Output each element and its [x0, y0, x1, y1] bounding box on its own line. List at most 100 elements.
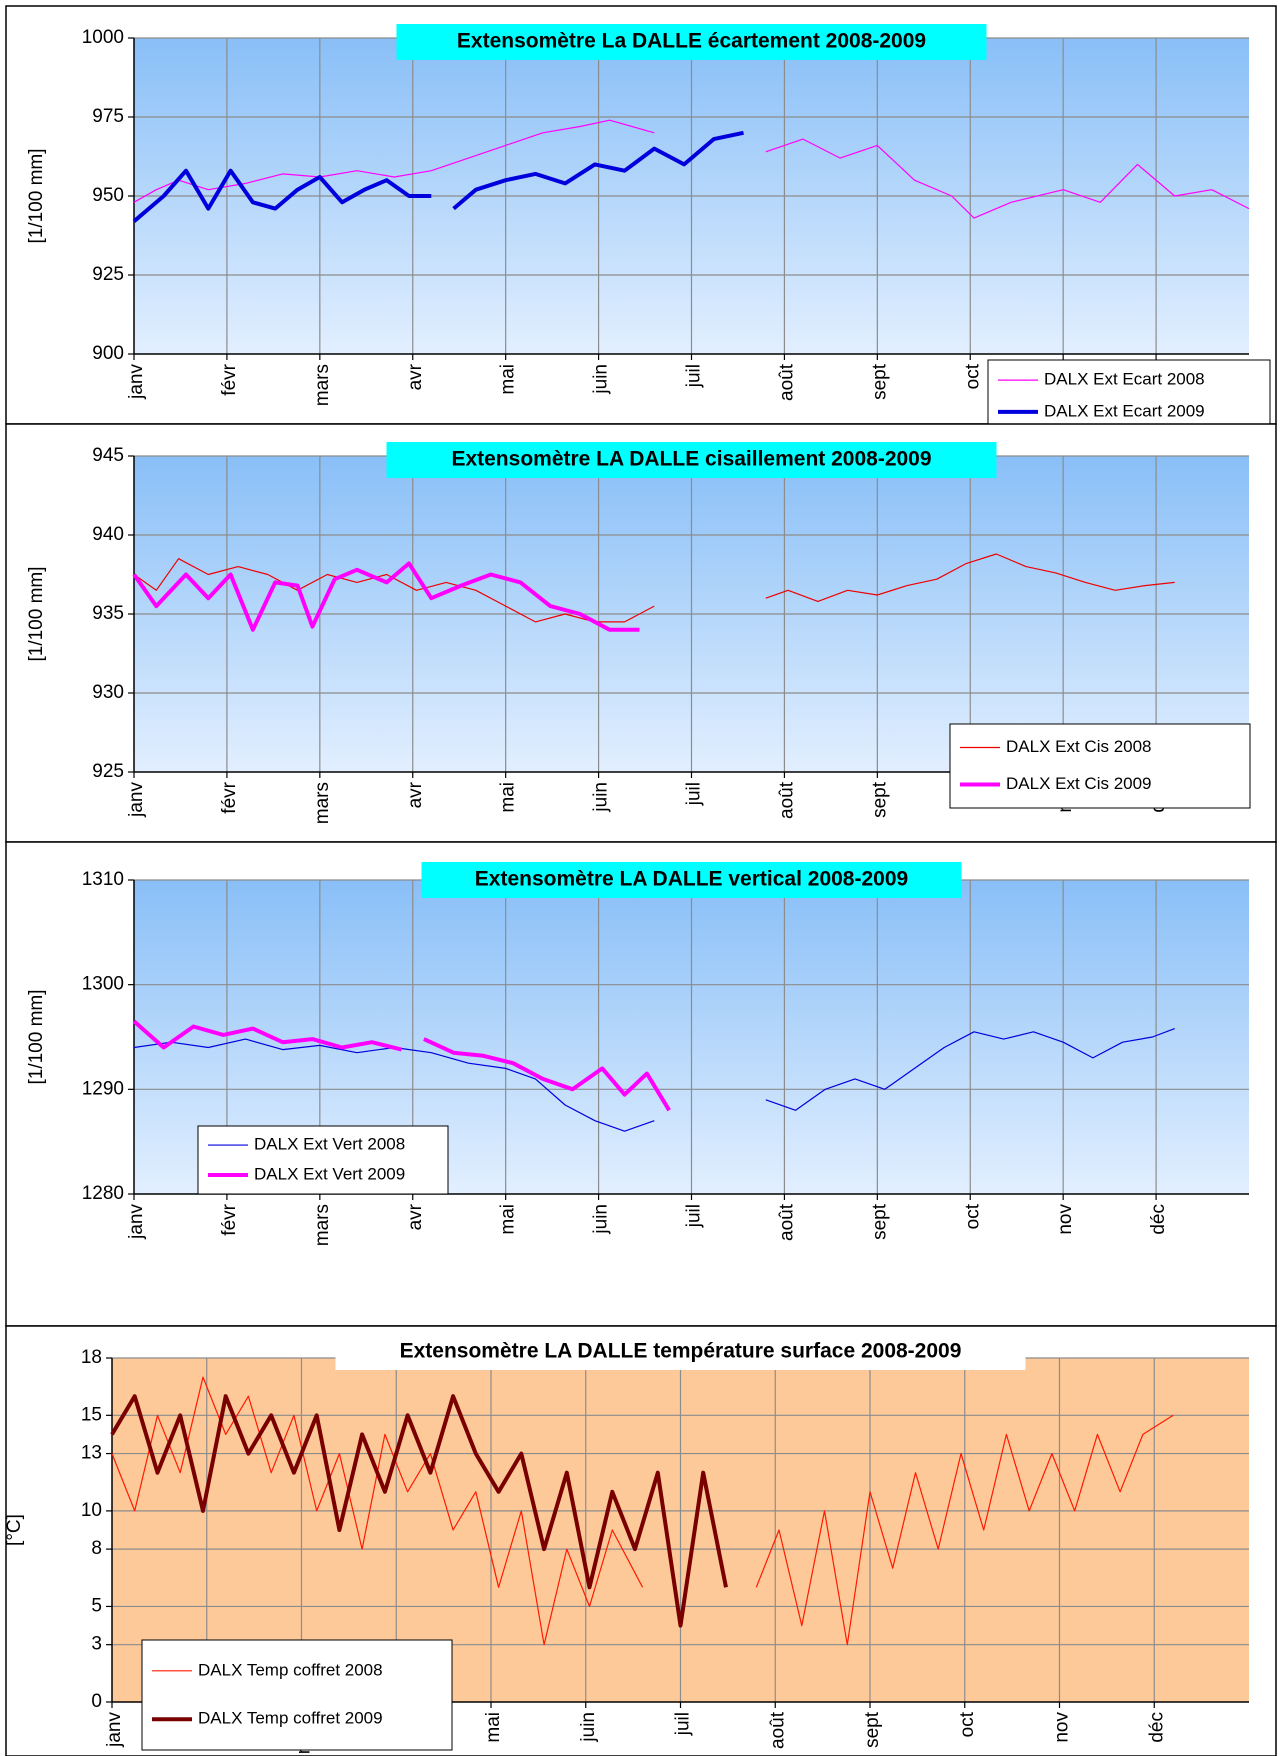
x-tick-label: mars: [312, 782, 333, 824]
chart-panel-2: 925 930 935 940 945 janv févr mars avr mai juin jui…: [5, 423, 1277, 843]
legend-entry: DALX Ext Vert 2008: [254, 1135, 405, 1154]
series-line-2: [110, 1394, 728, 1628]
x-tick-label: mai: [498, 1204, 519, 1235]
chart-title-bg: [396, 24, 987, 60]
series-line-1: [111, 1376, 644, 1646]
x-tick-label: janv: [126, 1204, 147, 1240]
y-tick-label: 1310: [82, 869, 124, 890]
legend: [949, 723, 1251, 809]
x-tick-label: oct: [962, 1203, 983, 1229]
x-tick-label: mai: [498, 364, 519, 395]
x-tick-label: nov: [1055, 1204, 1076, 1235]
series-line-1: [765, 138, 1250, 219]
legend-entry: DALX Ext Cis 2008: [1006, 737, 1152, 756]
chart-panel-3: 1280 1290 1300 1310 janv févr mars avr mai juin ju…: [5, 841, 1277, 1327]
x-tick-label: mars: [312, 364, 333, 406]
series-line-2: [132, 1019, 403, 1052]
x-tick-label: sept: [869, 1203, 890, 1240]
x-tick-label: avr: [405, 1203, 426, 1230]
chart-panel-4: 035810131518janvfévrmarsavrmaijuinjuilao…: [4, 1325, 1277, 1756]
x-tick-label: janv: [126, 782, 147, 818]
y-tick-label: 1280: [82, 1183, 124, 1204]
series-line-2: [423, 1037, 671, 1112]
chart-title-bg: [386, 442, 997, 478]
x-tick-label: sept: [862, 1711, 883, 1748]
y-axis-title: [°C]: [4, 1514, 25, 1546]
y-tick-label: 945: [92, 445, 124, 466]
series-line-2: [452, 130, 744, 211]
series-line-2: [132, 561, 640, 632]
x-tick-label: mai: [483, 1712, 504, 1743]
x-tick-label: juil: [684, 782, 705, 806]
y-tick-label: 940: [92, 524, 124, 545]
x-tick-label: mars: [312, 1204, 333, 1246]
legend-entry: DALX Ext Cis 2009: [1006, 774, 1152, 793]
legend: [987, 359, 1271, 433]
legend-entry: DALX Ext Ecart 2009: [1044, 401, 1205, 420]
x-tick-label: oct: [957, 1711, 978, 1737]
x-tick-label: avr: [405, 781, 426, 808]
y-axis-title: [1/100 mm]: [26, 148, 47, 243]
x-tick-label: sept: [869, 781, 890, 818]
x-tick-label: mai: [498, 782, 519, 813]
x-tick-label: janv: [104, 1712, 125, 1748]
legend-entry: DALX Temp coffret 2009: [198, 1709, 383, 1728]
y-tick-label: 1300: [82, 974, 124, 995]
y-tick-label: 900: [92, 343, 124, 364]
x-tick-label: avr: [405, 363, 426, 390]
series-line-1: [133, 558, 655, 623]
y-tick-label: 925: [92, 761, 124, 782]
chart-title: Extensomètre LA DALLE température surfac…: [400, 1340, 962, 1363]
y-tick-label: 975: [92, 106, 124, 127]
x-tick-label: juil: [673, 1712, 694, 1736]
legend: [197, 1125, 449, 1195]
x-tick-label: juin: [591, 364, 612, 395]
x-tick-label: août: [767, 1711, 788, 1749]
y-tick-label: 10: [81, 1500, 102, 1521]
x-tick-label: juil: [684, 364, 705, 388]
chart-title: Extensomètre LA DALLE vertical 2008-2009: [475, 868, 908, 891]
y-tick-label: 18: [81, 1347, 102, 1368]
chart-title: Extensomètre LA DALLE cisaillement 2008-…: [451, 448, 931, 471]
y-tick-label: 935: [92, 603, 124, 624]
x-tick-label: août: [776, 1203, 797, 1241]
x-tick-label: janv: [126, 364, 147, 400]
series-line-1: [133, 1038, 655, 1132]
legend-entry: DALX Ext Ecart 2008: [1044, 370, 1205, 389]
y-tick-label: 8: [91, 1538, 102, 1559]
chart-title-bg: [421, 862, 962, 898]
y-tick-label: 15: [81, 1404, 102, 1425]
x-tick-label: juin: [591, 1204, 612, 1235]
series-line-1: [765, 1028, 1175, 1111]
y-tick-label: 1000: [82, 27, 124, 48]
x-tick-label: févr: [219, 1203, 240, 1235]
x-tick-label: févr: [219, 363, 240, 395]
x-tick-label: déc: [1146, 1712, 1167, 1743]
y-tick-label: 5: [91, 1595, 102, 1616]
series-line-2: [132, 168, 432, 223]
x-tick-label: juin: [591, 782, 612, 813]
x-tick-label: oct: [962, 363, 983, 389]
series-line-1: [765, 553, 1175, 603]
y-tick-label: 13: [81, 1443, 102, 1464]
y-tick-label: 925: [92, 264, 124, 285]
y-axis-title: [1/100 mm]: [26, 989, 47, 1084]
legend-entry: DALX Temp coffret 2008: [198, 1660, 383, 1679]
x-tick-label: août: [776, 363, 797, 401]
legend-entry: DALX Ext Vert 2009: [254, 1164, 405, 1183]
chart-title: Extensomètre La DALLE écartement 2008-20…: [457, 30, 926, 53]
x-tick-label: août: [776, 781, 797, 819]
chart-panel-1: 900 925 950 975 1000 janv févr mars avr mai juin ju…: [5, 5, 1277, 433]
series-line-1: [755, 1414, 1174, 1646]
x-tick-label: févr: [219, 781, 240, 813]
chart-title-bg: [335, 1334, 1026, 1370]
legend: [141, 1639, 453, 1751]
y-tick-label: 950: [92, 185, 124, 206]
x-tick-label: juil: [684, 1204, 705, 1228]
x-tick-label: juin: [578, 1712, 599, 1743]
y-tick-label: 3: [91, 1634, 102, 1655]
y-axis-title: [1/100 mm]: [26, 566, 47, 661]
y-tick-label: 0: [91, 1691, 102, 1712]
x-tick-label: nov: [1052, 1712, 1073, 1743]
